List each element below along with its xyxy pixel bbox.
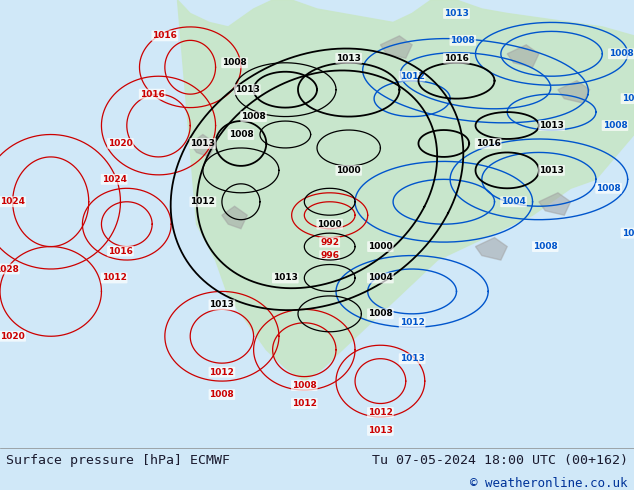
Text: 1008: 1008 <box>596 184 621 193</box>
Text: 1013: 1013 <box>190 139 216 148</box>
Text: Tu 07-05-2024 18:00 UTC (00+162): Tu 07-05-2024 18:00 UTC (00+162) <box>372 454 628 467</box>
Text: 1000: 1000 <box>337 166 361 175</box>
Text: 1008: 1008 <box>292 381 317 390</box>
Text: 1020: 1020 <box>108 139 133 148</box>
Text: 1008: 1008 <box>450 36 476 45</box>
Text: 1000: 1000 <box>368 242 392 251</box>
Text: 1008: 1008 <box>602 121 628 130</box>
Text: 1012: 1012 <box>101 273 127 282</box>
Text: 1016: 1016 <box>444 54 469 63</box>
Text: 1008: 1008 <box>241 112 266 121</box>
Text: 1024: 1024 <box>101 175 127 184</box>
Text: 1004: 1004 <box>621 229 634 238</box>
Text: 1013: 1013 <box>368 426 393 435</box>
Text: 1012: 1012 <box>399 318 425 327</box>
Text: 1016: 1016 <box>152 31 178 40</box>
Text: 1008: 1008 <box>609 49 634 58</box>
Text: 1013: 1013 <box>209 300 235 309</box>
Polygon shape <box>507 45 539 67</box>
Text: 1020: 1020 <box>0 332 25 341</box>
Text: 1016: 1016 <box>108 246 133 256</box>
Text: © weatheronline.co.uk: © weatheronline.co.uk <box>470 477 628 490</box>
Text: 1012: 1012 <box>399 72 425 81</box>
Text: 1013: 1013 <box>235 85 260 94</box>
Text: 1013: 1013 <box>444 9 469 18</box>
Text: 1012: 1012 <box>190 197 216 206</box>
Text: Surface pressure [hPa] ECMWF: Surface pressure [hPa] ECMWF <box>6 454 230 467</box>
Text: 1004: 1004 <box>621 94 634 103</box>
Text: 1000: 1000 <box>318 220 342 229</box>
Polygon shape <box>476 238 507 260</box>
Polygon shape <box>190 135 216 157</box>
Text: 1013: 1013 <box>273 273 298 282</box>
Text: 1012: 1012 <box>292 399 317 408</box>
Polygon shape <box>178 0 634 381</box>
Text: 1016: 1016 <box>139 90 165 98</box>
Text: 1013: 1013 <box>399 354 425 363</box>
Text: 1013: 1013 <box>539 166 564 175</box>
Polygon shape <box>558 81 590 103</box>
Text: 996: 996 <box>320 251 339 260</box>
Text: 1024: 1024 <box>0 197 25 206</box>
Text: 1008: 1008 <box>222 58 247 67</box>
Text: 1013: 1013 <box>539 121 564 130</box>
Text: 1008: 1008 <box>368 309 393 318</box>
Text: 1012: 1012 <box>209 368 235 377</box>
Text: 1016: 1016 <box>476 139 501 148</box>
Text: 1004: 1004 <box>368 273 393 282</box>
Text: 1012: 1012 <box>368 408 393 417</box>
Polygon shape <box>539 193 571 215</box>
Polygon shape <box>380 36 412 58</box>
Text: 1028: 1028 <box>0 265 19 273</box>
Text: 1008: 1008 <box>228 130 254 139</box>
Text: 1008: 1008 <box>533 242 558 251</box>
Text: 992: 992 <box>320 238 339 246</box>
Text: 1008: 1008 <box>209 390 235 399</box>
Text: 1004: 1004 <box>501 197 526 206</box>
Text: 1013: 1013 <box>336 54 361 63</box>
Polygon shape <box>222 206 247 229</box>
